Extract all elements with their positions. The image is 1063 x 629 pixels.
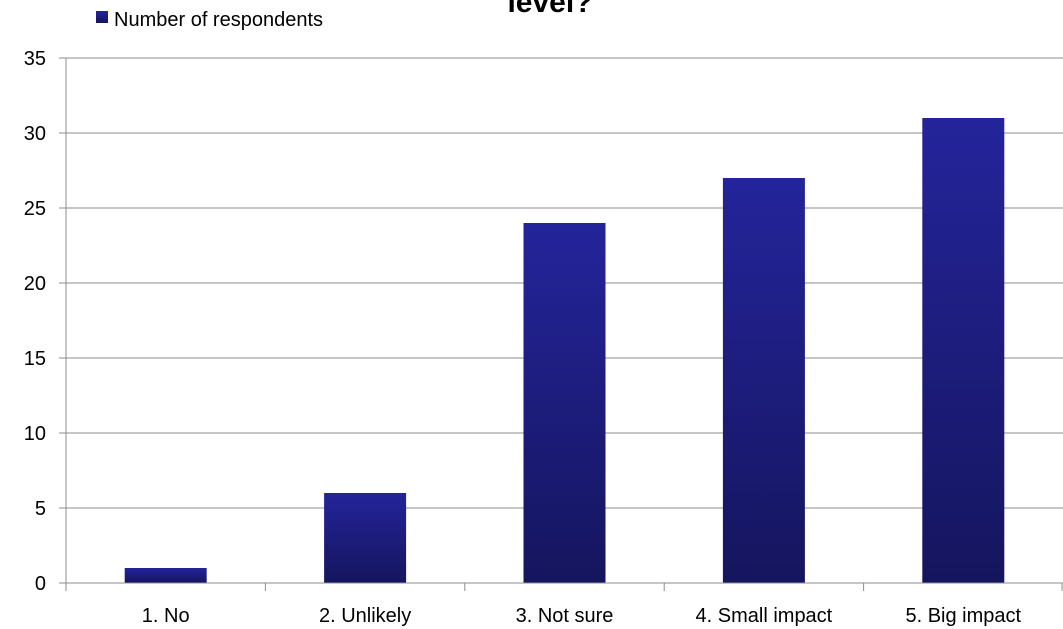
x-tick-label: 3. Not sure (516, 605, 614, 627)
bar (124, 568, 207, 583)
y-tick-label: 30 (24, 123, 46, 145)
x-tick-label: 4. Small impact (696, 605, 833, 627)
y-tick-label: 0 (35, 573, 46, 595)
bars (124, 118, 1005, 583)
x-tick-label: 2. Unlikely (319, 605, 411, 627)
x-axis-ticks: 1. No 2. Unlikely 3. Not sure 4. Small impa… (65, 583, 1063, 627)
x-tick-label: 5. Big impact (905, 605, 1021, 627)
y-tick-label: 10 (24, 423, 46, 445)
legend: Number of respondents (96, 9, 323, 31)
y-tick-label: 25 (24, 198, 46, 220)
y-tick-label: 15 (24, 348, 46, 370)
y-axis-ticks: 0 5 10 15 20 25 30 35 (24, 48, 66, 595)
bar (722, 178, 805, 583)
chart-title: level? (507, 0, 592, 19)
bar (922, 118, 1005, 583)
y-tick-label: 20 (24, 273, 46, 295)
legend-label: Number of respondents (114, 9, 323, 31)
legend-swatch (96, 11, 108, 23)
y-tick-label: 5 (35, 498, 46, 520)
y-tick-label: 35 (24, 48, 46, 70)
bar (523, 223, 606, 583)
x-tick-label: 1. No (142, 605, 190, 627)
bar (324, 493, 407, 583)
